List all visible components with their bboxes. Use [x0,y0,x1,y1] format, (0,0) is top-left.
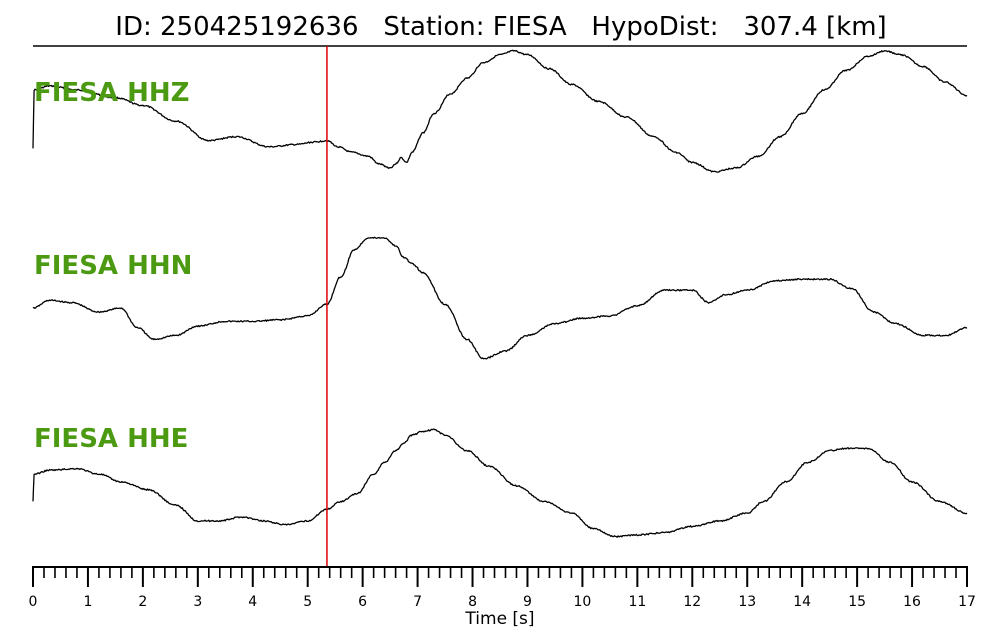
x-tick-label: 11 [628,594,646,610]
channel-label: FIESA HHN [34,251,192,281]
x-axis-title: Time [s] [464,609,534,629]
x-tick-label: 15 [848,594,866,610]
trace-fiesa-hhe [32,428,968,538]
x-tick-label: 8 [468,594,477,610]
trace-fiesa-hhn [32,236,968,360]
x-tick-label: 16 [903,594,921,610]
trace-fiesa-hhz [32,49,968,173]
x-tick-label: 12 [683,594,701,610]
x-tick-label: 17 [958,594,976,610]
x-tick-label: 9 [523,594,532,610]
time-axis: 0 1 2 3 4 5 6 7 8 9 10 11 12 13 14 15 16 17 [29,566,976,610]
x-tick-label: 5 [303,594,312,610]
x-tick-label: 13 [738,594,756,610]
traces-layer [32,49,968,538]
x-tick-label: 6 [358,594,367,610]
x-tick-label: 2 [138,594,147,610]
x-tick-label: 4 [248,594,257,610]
x-tick-label: 0 [29,594,38,610]
x-tick-label: 14 [793,594,811,610]
figure-title: ID: 250425192636 Station: FIESA HypoDist… [115,12,886,42]
x-tick-label: 3 [193,594,202,610]
x-tick-label: 7 [413,594,422,610]
x-tick-label: 1 [83,594,92,610]
channel-label: FIESA HHZ [34,78,189,108]
x-tick-label: 10 [573,594,591,610]
channel-labels: FIESA HHZ FIESA HHN FIESA HHE [34,78,192,454]
channel-label: FIESA HHE [34,424,188,454]
